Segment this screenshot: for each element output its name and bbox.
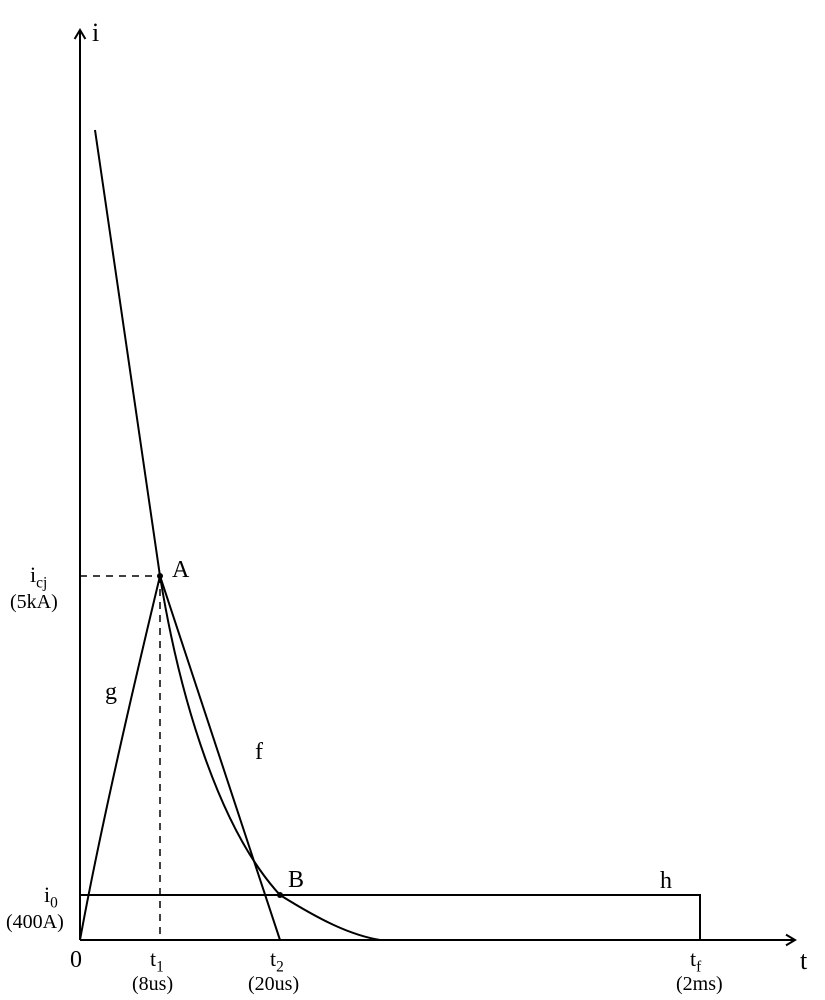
- curve-f-label: f: [255, 740, 263, 764]
- ytick-icj-paren: (5kA): [10, 592, 58, 612]
- ytick-i0-paren: (400A): [6, 912, 64, 932]
- point-b-label: B: [288, 868, 304, 892]
- xtick-t1-paren: (8us): [132, 974, 173, 994]
- y-axis-label: i: [92, 20, 99, 46]
- xtick-t2-paren: (20us): [248, 974, 299, 994]
- point-a-label: A: [172, 558, 189, 582]
- curve-h-label: h: [660, 869, 672, 893]
- ytick-icj-sub: cj: [36, 574, 47, 591]
- curve-f: [160, 576, 380, 940]
- tangent-line: [95, 130, 280, 940]
- origin-label: 0: [70, 948, 82, 972]
- xtick-tf: tf: [690, 948, 701, 975]
- ytick-i0-sub: 0: [50, 894, 58, 911]
- point-b: [277, 892, 283, 898]
- xtick-tf-paren: (2ms): [676, 974, 723, 994]
- ytick-i0: i0: [44, 884, 58, 911]
- curve-h: [80, 895, 700, 940]
- xtick-t1: t1: [150, 948, 164, 975]
- xtick-t2: t2: [270, 948, 284, 975]
- curve-g-label: g: [105, 680, 117, 704]
- ytick-icj: icj: [30, 564, 47, 591]
- x-axis-label: t: [800, 948, 807, 974]
- point-a: [157, 573, 163, 579]
- curve-g: [80, 576, 160, 940]
